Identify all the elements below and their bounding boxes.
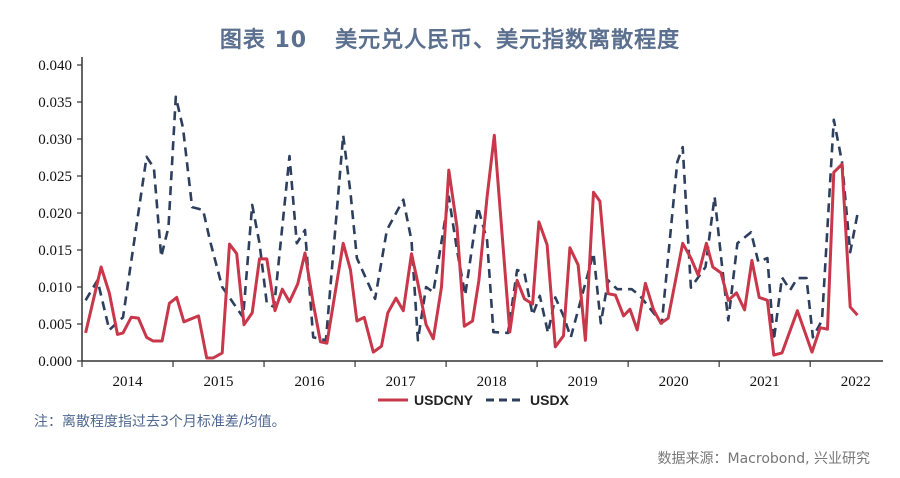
- x-tick-label: 2020: [659, 374, 689, 390]
- figure-number: 图表 10: [219, 28, 308, 53]
- y-tick-label: 0.000: [38, 354, 72, 370]
- data-source: 数据来源：Macrobond, 兴业研究: [657, 451, 870, 467]
- figure-title-text: 美元兑人民币、美元指数离散程度: [335, 28, 681, 53]
- y-tick-label: 0.040: [38, 58, 72, 74]
- y-tick-label: 0.030: [38, 132, 72, 148]
- legend-label-usdx: USDX: [530, 392, 570, 408]
- y-tick-label: 0.035: [38, 95, 72, 111]
- y-tick-label: 0.020: [38, 206, 72, 222]
- series-line-usdx: [84, 95, 860, 342]
- x-tick-label: 2014: [113, 374, 144, 390]
- chart-note: 注：离散程度指过去3个月标准差/均值。: [34, 414, 286, 430]
- series-line-usdcny: [84, 133, 859, 360]
- chart-title: 图表 10 美元兑人民币、美元指数离散程度: [0, 22, 900, 54]
- x-tick-label: 2021: [750, 374, 780, 390]
- y-tick-label: 0.010: [38, 280, 72, 296]
- legend-label-usdcny: USDCNY: [414, 392, 474, 408]
- y-tick-label: 0.025: [38, 169, 72, 185]
- x-tick-label: 2019: [568, 374, 598, 390]
- x-tick-label: 2022: [841, 374, 871, 390]
- x-tick-label: 2015: [204, 374, 234, 390]
- y-tick-label: 0.005: [38, 317, 72, 333]
- x-tick-label: 2016: [295, 374, 326, 390]
- y-tick-label: 0.015: [38, 243, 72, 259]
- x-tick-label: 2017: [386, 374, 417, 390]
- x-tick-label: 2018: [477, 374, 507, 390]
